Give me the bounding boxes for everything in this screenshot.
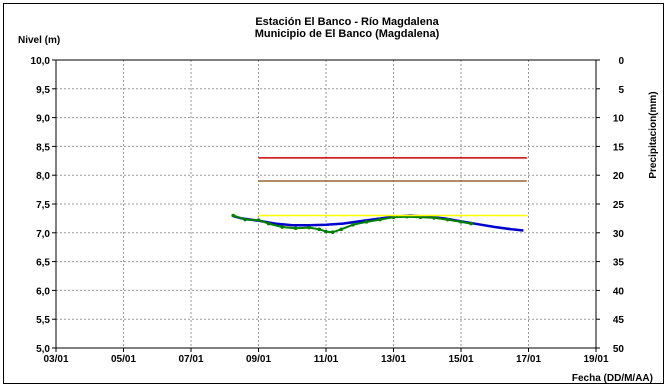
y2-tick-label: 45 <box>613 315 625 326</box>
x-tick-label: 07/01 <box>178 354 203 365</box>
chart-subtitle: Municipio de El Banco (Magdalena) <box>255 28 440 40</box>
x-tick-label: 05/01 <box>111 354 136 365</box>
y-tick-label: 5,0 <box>36 344 50 355</box>
x-tick-label: 11/01 <box>314 354 339 365</box>
y-tick-label: 9,0 <box>36 114 50 125</box>
x-tick-label: 19/01 <box>583 354 608 365</box>
forecast-point <box>231 213 235 218</box>
chart-title: Estación El Banco - Río Magdalena <box>255 16 439 28</box>
y-tick-label: 8,0 <box>36 171 50 182</box>
y-tick-label: 7,5 <box>36 200 50 211</box>
y-tick-label: 6,0 <box>36 286 50 297</box>
y2-tick-label: 0 <box>618 56 624 67</box>
y2-tick-label: 50 <box>613 344 625 355</box>
series-line-level_observed <box>232 214 524 232</box>
y2-tick-label: 15 <box>613 142 625 153</box>
y-tick-label: 10,0 <box>31 56 51 67</box>
forecast-point <box>378 217 382 222</box>
forecast-point <box>307 225 311 230</box>
plot-area: 5,0 5,5 6,0 6,5 7,0 7,5 8,0 8,5 9,0 9,5 10,0 03/01 0… <box>31 56 625 365</box>
forecast-point <box>459 220 463 224</box>
forecast-point <box>280 225 284 229</box>
y2-tick-label: 10 <box>613 114 625 125</box>
forecast-point <box>324 229 328 234</box>
y-tick-label: 8,5 <box>36 142 50 153</box>
forecast-point <box>256 218 261 222</box>
x-axis-label: Fecha (DD/M/AA) <box>572 373 653 384</box>
y2-tick-label: 25 <box>613 200 625 211</box>
y-tick-label: 6,5 <box>36 258 50 269</box>
x-tick-label: 13/01 <box>381 354 406 365</box>
forecast-point <box>391 215 396 220</box>
y2-axis-label: Precipitacion(mm) <box>648 91 659 178</box>
forecast-point <box>330 230 335 235</box>
forecast-point <box>418 215 423 220</box>
forecast-point <box>293 226 298 230</box>
y-tick-label: 9,5 <box>36 85 50 96</box>
y2-tick-label: 30 <box>613 229 625 240</box>
chart-frame <box>3 3 664 384</box>
y2-tick-label: 5 <box>618 85 624 96</box>
plot-border <box>55 59 597 349</box>
forecast-point <box>243 217 247 222</box>
forecast-point <box>339 227 343 232</box>
y2-tick-label: 35 <box>613 258 625 269</box>
forecast-point <box>469 221 473 226</box>
x-tick-label: 15/01 <box>448 354 473 365</box>
x-tick-label: 17/01 <box>516 354 541 365</box>
y2-tick-label: 20 <box>613 171 625 182</box>
forecast-point <box>351 222 355 227</box>
forecast-point <box>432 216 436 220</box>
forecast-point <box>364 220 369 224</box>
y2-tick-label: 40 <box>613 286 625 297</box>
forecast-point <box>445 217 450 222</box>
forecast-point <box>266 221 271 226</box>
forecast-point <box>317 227 322 232</box>
x-tick-label: 03/01 <box>43 354 68 365</box>
y-axis-label: Nivel (m) <box>18 35 60 46</box>
y-tick-label: 5,5 <box>36 315 50 326</box>
y-tick-label: 7,0 <box>36 229 50 240</box>
x-tick-label: 09/01 <box>246 354 271 365</box>
